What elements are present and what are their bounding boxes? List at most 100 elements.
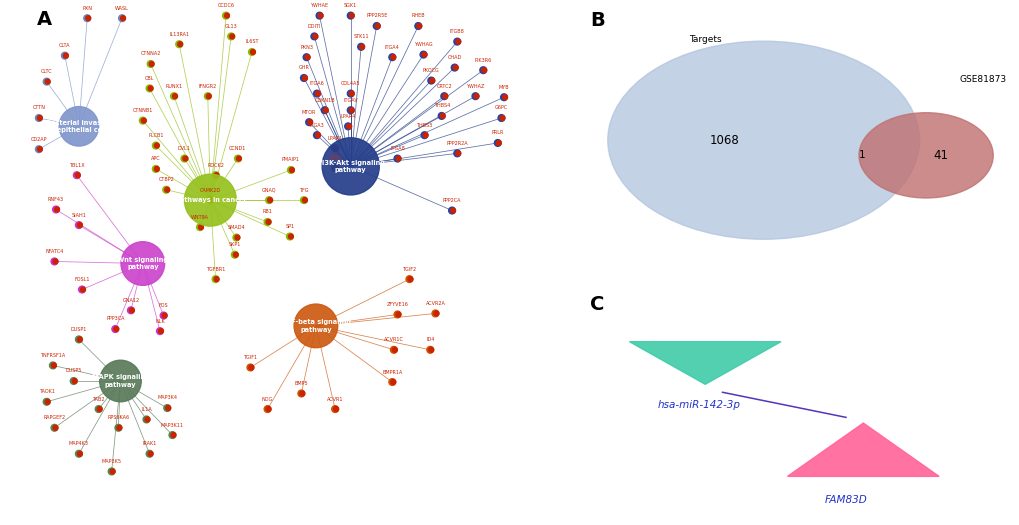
- Circle shape: [236, 156, 242, 161]
- Text: PKOCG: PKOCG: [423, 68, 439, 73]
- Circle shape: [347, 12, 354, 19]
- Circle shape: [152, 165, 159, 172]
- Text: Targets: Targets: [688, 35, 720, 44]
- Circle shape: [348, 13, 354, 18]
- Circle shape: [406, 276, 413, 282]
- Circle shape: [43, 398, 50, 405]
- Text: ID4: ID4: [426, 337, 434, 342]
- Text: CLTA: CLTA: [59, 43, 70, 48]
- Circle shape: [121, 242, 164, 286]
- Circle shape: [346, 124, 352, 129]
- Circle shape: [306, 119, 312, 125]
- Circle shape: [165, 187, 169, 192]
- Circle shape: [499, 116, 504, 120]
- Text: CDKN1B: CDKN1B: [314, 98, 334, 103]
- Circle shape: [224, 13, 229, 18]
- Circle shape: [453, 38, 461, 45]
- Circle shape: [84, 15, 91, 22]
- Circle shape: [171, 433, 175, 437]
- Circle shape: [38, 116, 42, 120]
- Circle shape: [288, 234, 293, 239]
- Circle shape: [434, 311, 438, 316]
- Circle shape: [199, 225, 203, 229]
- Circle shape: [61, 52, 68, 59]
- Text: MAPK signaling
pathway: MAPK signaling pathway: [92, 374, 149, 388]
- Circle shape: [77, 452, 83, 456]
- Text: CDK2: CDK2: [328, 155, 341, 160]
- Text: ROCK2: ROCK2: [207, 163, 224, 167]
- Circle shape: [212, 172, 219, 179]
- Text: THBS4: THBS4: [433, 103, 449, 108]
- Circle shape: [118, 15, 125, 22]
- Circle shape: [358, 44, 364, 50]
- Text: GNA12: GNA12: [122, 298, 140, 303]
- Circle shape: [423, 133, 428, 138]
- Circle shape: [300, 391, 305, 396]
- Circle shape: [249, 49, 255, 55]
- Circle shape: [426, 346, 433, 353]
- Polygon shape: [629, 342, 781, 384]
- Circle shape: [318, 13, 323, 18]
- Circle shape: [36, 114, 42, 121]
- Text: IL1A: IL1A: [141, 407, 152, 412]
- Circle shape: [158, 329, 163, 333]
- Text: 1068: 1068: [709, 134, 739, 146]
- Circle shape: [51, 258, 58, 265]
- Circle shape: [157, 328, 163, 334]
- Text: TGFBR1: TGFBR1: [206, 267, 225, 271]
- Text: SP1: SP1: [285, 224, 294, 229]
- Circle shape: [390, 346, 396, 353]
- Circle shape: [55, 207, 59, 212]
- Circle shape: [408, 277, 413, 281]
- Text: GNAQ: GNAQ: [262, 187, 276, 193]
- Circle shape: [298, 390, 305, 397]
- Circle shape: [393, 155, 400, 162]
- Text: CTTN: CTTN: [33, 106, 45, 110]
- Circle shape: [110, 469, 115, 474]
- Circle shape: [142, 118, 146, 123]
- Text: IRAK1: IRAK1: [143, 441, 157, 446]
- Circle shape: [172, 94, 177, 99]
- Text: Bacterial invasion
of epithelial cells: Bacterial invasion of epithelial cells: [46, 120, 112, 133]
- Circle shape: [301, 197, 307, 204]
- Text: PRLR: PRLR: [491, 130, 503, 135]
- Text: CAMK2D: CAMK2D: [200, 187, 221, 193]
- Circle shape: [323, 108, 328, 113]
- Circle shape: [206, 94, 211, 99]
- Text: ZFYVE16: ZFYVE16: [386, 302, 408, 307]
- Text: MYB: MYB: [498, 85, 508, 90]
- Text: TGIF1: TGIF1: [244, 355, 257, 360]
- Circle shape: [162, 313, 167, 318]
- Text: CHAD: CHAD: [447, 55, 462, 60]
- Text: MAP4K3: MAP4K3: [69, 441, 89, 446]
- Circle shape: [207, 197, 214, 204]
- Text: CCDC6: CCDC6: [217, 3, 234, 8]
- Circle shape: [209, 198, 214, 203]
- Text: TFG: TFG: [299, 187, 309, 193]
- Circle shape: [497, 114, 504, 121]
- Circle shape: [417, 24, 421, 28]
- Circle shape: [182, 156, 187, 161]
- Text: MAP3K4: MAP3K4: [157, 395, 177, 401]
- Circle shape: [264, 218, 271, 225]
- Circle shape: [479, 67, 486, 74]
- Text: DVL1: DVL1: [177, 146, 191, 151]
- Text: YWHAG: YWHAG: [414, 42, 432, 47]
- Circle shape: [204, 93, 211, 100]
- Text: PPP3CA: PPP3CA: [106, 317, 124, 321]
- Circle shape: [315, 91, 320, 96]
- Circle shape: [73, 172, 81, 179]
- Text: A: A: [38, 10, 52, 29]
- Circle shape: [429, 78, 434, 83]
- Circle shape: [393, 311, 400, 318]
- Circle shape: [63, 53, 68, 58]
- Circle shape: [164, 405, 170, 412]
- Circle shape: [36, 146, 42, 153]
- Text: PPP2R2A: PPP2R2A: [446, 141, 468, 146]
- Circle shape: [166, 406, 170, 411]
- Text: PPP2R5E: PPP2R5E: [366, 14, 387, 18]
- Circle shape: [450, 64, 458, 71]
- Text: PLCB1: PLCB1: [148, 133, 163, 138]
- Circle shape: [43, 78, 50, 85]
- Circle shape: [348, 108, 354, 113]
